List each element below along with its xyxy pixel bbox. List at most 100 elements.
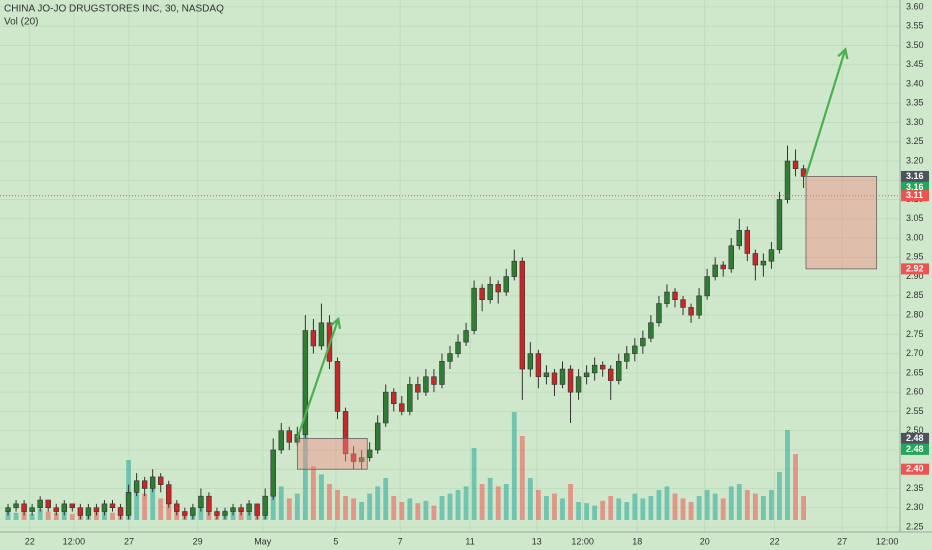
- volume-bar: [560, 498, 565, 520]
- candle-body: [158, 476, 164, 485]
- candle-body: [61, 503, 67, 512]
- price-label-bg: [901, 181, 929, 193]
- candle-body: [688, 307, 694, 316]
- volume-bar: [455, 490, 461, 520]
- candle-body: [262, 495, 268, 516]
- volume-bar: [680, 498, 686, 520]
- candle-body: [230, 507, 236, 512]
- candle-body: [760, 260, 767, 266]
- candle-body: [728, 245, 734, 270]
- candle-body: [768, 249, 775, 262]
- volume-bar: [447, 493, 453, 520]
- candle-body: [784, 160, 791, 200]
- candle-body: [182, 511, 188, 516]
- y-tick-label: 2.60: [906, 387, 924, 397]
- candle-body: [423, 376, 429, 393]
- candle-body: [93, 507, 100, 512]
- volume-bar: [439, 496, 445, 520]
- volume-bar: [158, 498, 164, 520]
- price-label: 2.92: [906, 263, 924, 273]
- candle-body: [744, 230, 751, 254]
- candle-body: [495, 283, 501, 293]
- x-tick-label: May: [254, 536, 272, 546]
- candle-body: [712, 264, 718, 277]
- y-tick-label: 3.20: [906, 155, 924, 165]
- price-label: 3.16: [906, 182, 924, 192]
- volume-bar: [752, 493, 758, 520]
- candle-body: [13, 503, 19, 509]
- y-tick-label: 2.80: [906, 309, 924, 319]
- candle-body: [503, 276, 509, 293]
- volume-bar: [375, 486, 381, 520]
- candle-body: [591, 364, 598, 374]
- candle-body: [133, 480, 140, 493]
- y-tick-label: 3.25: [906, 136, 924, 146]
- candle-body: [752, 253, 759, 266]
- volume-bar: [576, 502, 581, 520]
- candle-body: [399, 403, 405, 412]
- candle-body: [583, 372, 590, 378]
- y-tick-label: 3.05: [906, 213, 924, 223]
- volume-bar: [359, 502, 365, 520]
- candle-body: [640, 337, 646, 347]
- candle-body: [254, 503, 260, 516]
- chart-title: CHINA JO-JO DRUGSTORES INC, 30, NASDAQ: [4, 4, 224, 15]
- volume-bar: [568, 484, 573, 520]
- candle-body: [527, 353, 534, 370]
- candle-body: [616, 361, 622, 381]
- volume-pane: [5, 412, 806, 520]
- x-tick-label: 12:00: [63, 536, 86, 546]
- x-tick-label: 27: [837, 536, 847, 546]
- candle-body: [800, 168, 807, 177]
- candle-body: [206, 495, 212, 512]
- candle-body: [599, 364, 606, 370]
- volume-bar: [198, 503, 204, 520]
- candle-body: [246, 503, 252, 512]
- y-tick-label: 2.70: [906, 348, 924, 358]
- volume-bar: [399, 502, 405, 520]
- volume-bar: [343, 496, 348, 520]
- volume-bar: [712, 493, 718, 520]
- y-tick-label: 2.65: [906, 367, 924, 377]
- volume-bar: [302, 430, 308, 520]
- x-tick-label: 12:00: [876, 536, 899, 546]
- candle-body: [174, 503, 180, 512]
- candle-body: [447, 353, 453, 362]
- candle-body: [383, 391, 389, 424]
- volume-bar: [310, 466, 316, 520]
- candle-body: [37, 499, 43, 509]
- candle-body: [648, 322, 654, 339]
- x-tick-label: 22: [25, 536, 35, 546]
- candle-body: [214, 511, 220, 516]
- volume-bar: [760, 496, 766, 520]
- volume-bar: [648, 496, 654, 520]
- candle-body: [374, 422, 381, 451]
- volume-bar: [704, 490, 710, 520]
- candle-body: [69, 503, 76, 509]
- candle-body: [29, 507, 35, 512]
- candle-body: [101, 503, 108, 512]
- candle-body: [350, 453, 357, 462]
- candle-body: [704, 276, 710, 297]
- x-tick-label: 13: [532, 536, 542, 546]
- volume-bar: [656, 490, 662, 520]
- candles: [5, 145, 807, 520]
- volume-bar: [391, 496, 397, 520]
- axes: 3.603.553.503.453.403.353.303.253.203.15…: [25, 1, 929, 546]
- y-tick-label: 3.50: [906, 40, 924, 50]
- volume-bar: [527, 478, 533, 520]
- volume-bar: [600, 500, 606, 520]
- volume-bar: [519, 436, 525, 520]
- candle-body: [608, 368, 614, 381]
- candle-body: [736, 230, 742, 247]
- x-tick-label: 29: [193, 536, 203, 546]
- candle-body: [53, 507, 59, 512]
- candle-body: [198, 495, 204, 509]
- y-tick-label: 3.00: [906, 232, 924, 242]
- candle-body: [463, 330, 469, 343]
- candle-body: [776, 199, 783, 250]
- price-label: 3.11: [906, 190, 923, 200]
- candle-body: [222, 511, 228, 516]
- candle-body: [672, 291, 678, 301]
